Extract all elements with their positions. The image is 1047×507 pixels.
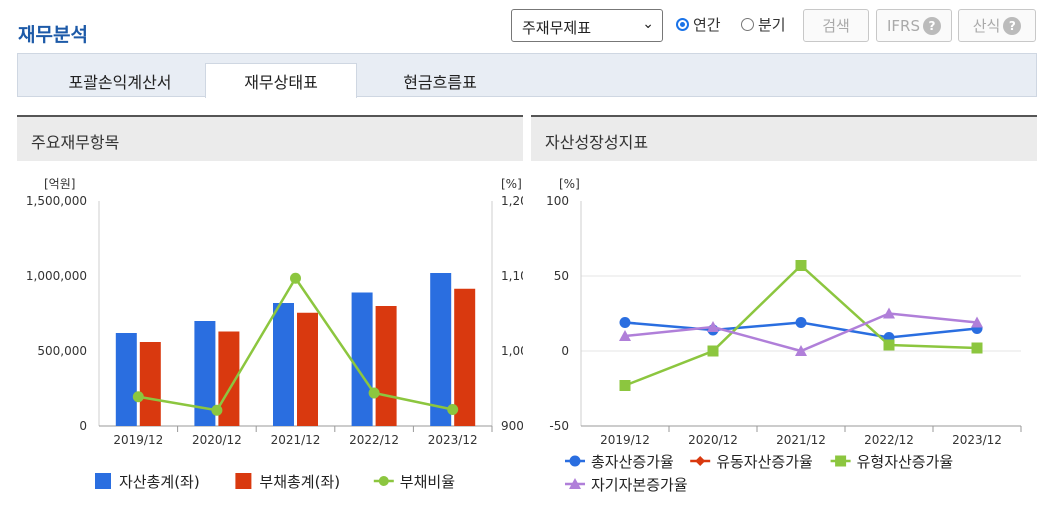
radio-selected-icon [676,18,689,31]
debt-ratio-line [138,275,453,412]
right-panel-title: 자산성장성지표 [531,115,1037,161]
bar [375,306,397,426]
legend-swatch [695,456,706,466]
tab-cash-flow[interactable]: 현금흐름표 [403,72,477,92]
bar [218,331,240,426]
legend-label: 유형자산증가율 [857,453,954,471]
radio-annual-label: 연간 [693,16,721,34]
y-tick-label: 100 [546,194,569,208]
statement-select-value: 주재무제표 [522,19,592,37]
series-point [619,330,631,341]
legend-label: 부채총계(좌) [259,473,340,491]
debt-ratio-point [211,404,223,416]
y-left-tick-label: 1,500,000 [26,194,87,208]
legend-label: 자산총계(좌) [119,473,200,491]
series-point [971,342,983,354]
series-point [795,317,807,328]
y-right-unit: [%] [501,177,522,191]
bar [430,273,452,426]
x-tick-label: 2019/12 [113,433,163,447]
series-point [707,345,719,357]
page-title: 재무분석 [18,24,88,46]
ifrs-button[interactable]: IFRS ? [876,9,952,42]
search-button[interactable]: 검색 [803,9,869,42]
x-tick-label: 2019/12 [600,433,650,447]
legend-swatch [95,473,111,489]
bar [297,312,318,426]
y-right-tick-label: 1,00 [501,344,523,358]
chevron-down-icon: ⌄ [642,16,654,32]
series-point [619,317,631,328]
help-icon: ? [1003,16,1022,35]
debt-ratio-point [368,387,380,399]
debt-ratio-point [447,404,459,415]
bar [139,342,161,426]
series-point [883,339,895,351]
legend-label: 부채비율 [400,473,455,491]
radio-quarter-label: 분기 [758,16,786,34]
legend-label: 자기자본증가율 [591,476,688,494]
tab-balance-sheet[interactable]: 재무상태표 [205,63,357,98]
series-point [707,321,719,332]
legend-label: 총자산증가율 [591,453,674,471]
bar [194,321,216,426]
radio-quarter[interactable]: 분기 [741,14,786,35]
series-point [883,307,895,319]
bar [273,303,294,426]
bar [115,333,137,426]
y-left-tick-label: 0 [79,419,87,433]
y-right-tick-label: 1,20 [501,194,523,208]
y-left-unit: [억원] [44,177,75,191]
x-tick-label: 2020/12 [688,433,738,447]
x-tick-label: 2023/12 [952,433,1002,447]
x-tick-label: 2023/12 [428,433,478,447]
x-tick-label: 2022/12 [864,433,914,447]
series-point [795,345,807,356]
tab-income-statement[interactable]: 포괄손익계산서 [68,72,172,92]
series-point [795,260,807,271]
statement-select[interactable]: 주재무제표 ⌄ [511,9,663,42]
ifrs-button-label: IFRS [887,16,920,35]
asset-growth-chart: [%] 100 50 0 -50 2019/12 2020/12 2021/12 2022/12… [546,177,1022,494]
radio-annual[interactable]: 연간 [676,14,721,35]
financial-items-chart: [억원] [%] 1,500,000 1,000,000 500,000 0 1,20 1,1… [26,177,523,491]
x-tick-label: 2020/12 [192,433,242,447]
search-button-label: 검색 [822,17,850,35]
y-left-tick-label: 500,000 [37,344,87,358]
y-unit: [%] [559,177,580,191]
series-point [619,380,631,391]
legend-label: 유동자산증가율 [716,453,813,471]
y-right-tick-label: 1,10 [501,269,523,283]
x-tick-label: 2021/12 [271,433,321,447]
x-tick-label: 2022/12 [349,433,399,447]
legend-swatch [235,473,252,489]
legend-swatch [569,455,581,467]
debt-ratio-point [290,272,301,284]
debt-ratio-point [132,391,144,403]
calc-button-label: 산식 [972,17,1001,35]
legend-swatch [569,478,581,489]
calc-button[interactable]: 산식 ? [958,9,1036,42]
statement-tabs: 포괄손익계산서 재무상태표 현금흐름표 [17,53,1037,98]
y-tick-label: 0 [561,344,569,358]
left-panel-title: 주요재무항목 [17,115,523,161]
y-left-tick-label: 1,000,000 [26,269,87,283]
series-point [971,316,983,328]
legend-swatch [835,455,847,467]
legend-swatch [378,476,389,486]
y-tick-label: 50 [554,269,569,283]
y-tick-label: -50 [549,419,569,433]
y-right-tick-label: 900 [501,419,523,433]
x-tick-label: 2021/12 [776,433,826,447]
help-icon: ? [923,16,941,35]
radio-unselected-icon [741,18,754,31]
bar [454,288,476,426]
bar [351,292,373,426]
